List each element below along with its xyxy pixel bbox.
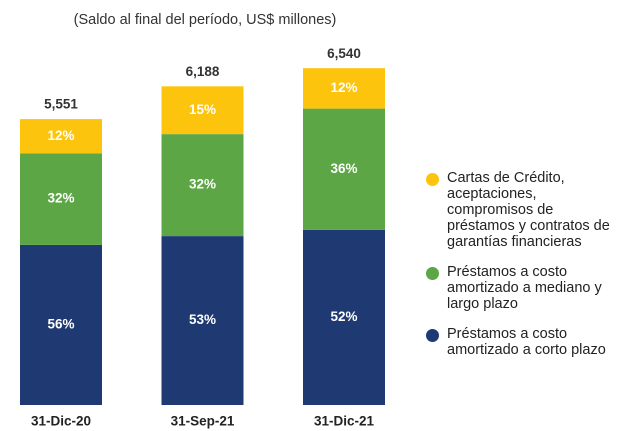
bar-segment bbox=[20, 119, 102, 154]
legend-label: Préstamos a costo amortizado a corto pla… bbox=[447, 326, 606, 358]
total-label: 6,188 bbox=[186, 64, 220, 79]
bar-segment bbox=[20, 244, 102, 405]
data-label: 12% bbox=[47, 128, 74, 143]
data-label: 36% bbox=[330, 161, 357, 176]
x-tick-label: 31-Dic-20 bbox=[31, 414, 91, 429]
chart-subtitle: (Saldo al final del período, US$ millone… bbox=[74, 12, 337, 28]
bar-segment bbox=[303, 229, 385, 405]
data-label: 52% bbox=[330, 309, 357, 324]
bar-segment bbox=[161, 86, 244, 135]
bar-segment bbox=[161, 134, 244, 237]
bar-segment bbox=[161, 236, 244, 405]
legend-swatch bbox=[426, 267, 439, 280]
data-label: 56% bbox=[47, 317, 74, 332]
total-label: 5,551 bbox=[44, 97, 78, 112]
legend-item: Cartas de Crédito, aceptaciones, comprom… bbox=[426, 170, 626, 250]
x-tick-label: 31-Dic-21 bbox=[314, 414, 375, 429]
legend: Cartas de Crédito, aceptaciones, comprom… bbox=[426, 170, 626, 358]
legend-label: Préstamos a costo amortizado a mediano y… bbox=[447, 264, 602, 312]
data-label: 15% bbox=[189, 102, 216, 117]
bar-segment bbox=[303, 68, 385, 109]
bar-segment bbox=[20, 153, 102, 245]
legend-label: Cartas de Crédito, aceptaciones, comprom… bbox=[447, 170, 610, 250]
bar-segment bbox=[303, 108, 385, 230]
data-label: 12% bbox=[330, 80, 357, 95]
legend-swatch bbox=[426, 173, 439, 186]
legend-item: Préstamos a costo amortizado a mediano y… bbox=[426, 264, 626, 312]
legend-swatch bbox=[426, 329, 439, 342]
x-tick-label: 31-Sep-21 bbox=[171, 414, 235, 429]
data-label: 32% bbox=[47, 191, 74, 206]
data-label: 32% bbox=[189, 177, 216, 192]
legend-item: Préstamos a costo amortizado a corto pla… bbox=[426, 326, 626, 358]
data-label: 53% bbox=[189, 312, 216, 327]
total-label: 6,540 bbox=[327, 46, 361, 61]
